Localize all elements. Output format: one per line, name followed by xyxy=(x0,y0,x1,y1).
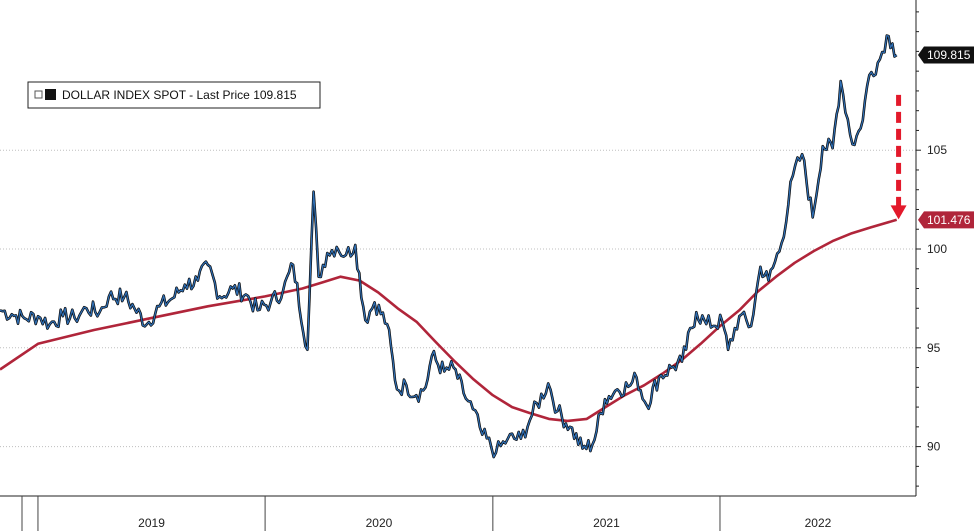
annotation-layer xyxy=(890,94,907,220)
price-tags: 109.815 101.476 xyxy=(918,46,974,229)
moving-average-layer xyxy=(0,218,898,423)
y-tick-label-105: 105 xyxy=(927,143,947,157)
x-year-label-2019: 2019 xyxy=(138,516,165,530)
x-year-label-2021: 2021 xyxy=(593,516,620,530)
y-tick-label-100: 100 xyxy=(927,242,947,256)
y-tick-label-90: 90 xyxy=(927,440,941,454)
price-line xyxy=(0,35,898,458)
moving-average-line xyxy=(0,218,898,423)
price-layer xyxy=(0,34,898,459)
x-year-label-2020: 2020 xyxy=(366,516,393,530)
legend-swatch xyxy=(45,89,56,100)
x-year-label-2022: 2022 xyxy=(805,516,832,530)
gridlines xyxy=(0,149,916,448)
legend: DOLLAR INDEX SPOT - Last Price 109.815 xyxy=(27,81,321,109)
tag-price-bg xyxy=(918,46,974,64)
y-tick-label-95: 95 xyxy=(927,341,941,355)
dashed-arrow-head xyxy=(890,205,907,220)
legend-label: DOLLAR INDEX SPOT - Last Price 109.815 xyxy=(62,88,297,102)
tag-price-label: 109.815 xyxy=(927,48,971,62)
tag-ma-bg xyxy=(918,211,974,229)
tag-ma-label: 101.476 xyxy=(927,213,971,227)
legend-expand-icon[interactable] xyxy=(34,90,43,99)
axes: 90 95 100 105 2019 2020 2021 2022 xyxy=(0,0,947,531)
legend-box xyxy=(27,81,321,109)
